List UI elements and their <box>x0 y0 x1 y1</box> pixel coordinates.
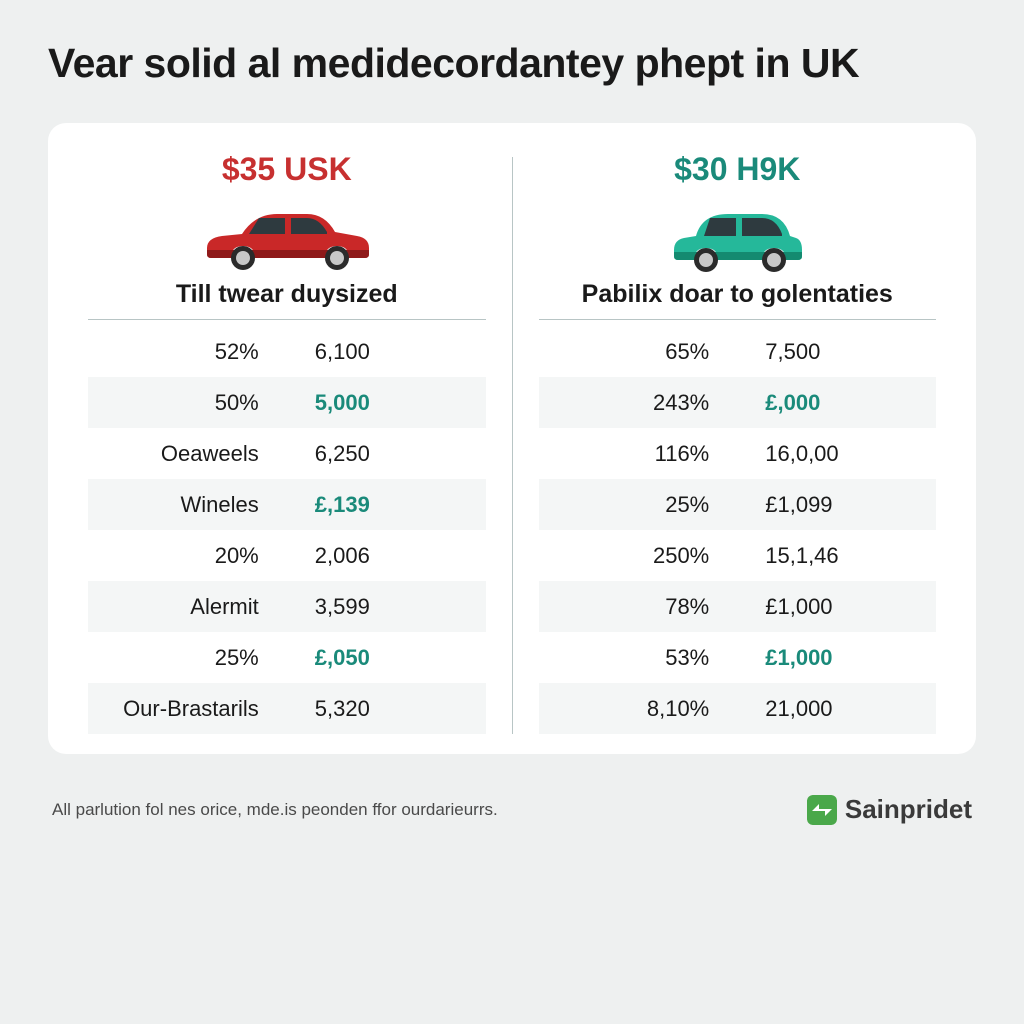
table-row: Our-Brastarils5,320 <box>88 683 486 734</box>
table-row: Wineles£,139 <box>88 479 486 530</box>
table-row: Alermit3,599 <box>88 581 486 632</box>
table-cell: 5,320 <box>287 696 486 722</box>
table-cell: 6,100 <box>287 339 486 365</box>
table-cell: 3,599 <box>287 594 486 620</box>
table-cell: 21,000 <box>737 696 936 722</box>
car-icon-teal <box>662 194 812 272</box>
table-cell: £1,099 <box>737 492 936 518</box>
right-price: $30 H9K <box>674 151 800 188</box>
table-row: 20%2,006 <box>88 530 486 581</box>
brand-name: Sainpridet <box>845 794 972 825</box>
table-cell: 5,000 <box>287 390 486 416</box>
right-subtitle: Pabilix doar to golentaties <box>582 280 893 309</box>
table-row: 52%6,100 <box>88 326 486 377</box>
table-cell: 52% <box>88 339 287 365</box>
left-hr <box>88 319 486 320</box>
table-cell: 50% <box>88 390 287 416</box>
table-cell: 116% <box>539 441 738 467</box>
table-cell: £,050 <box>287 645 486 671</box>
table-row: 65%7,500 <box>539 326 937 377</box>
table-cell: 15,1,46 <box>737 543 936 569</box>
table-cell: 20% <box>88 543 287 569</box>
table-cell: Our-Brastarils <box>88 696 287 722</box>
left-panel: $35 USK Till twear duysized 52%6,10050%5… <box>88 151 512 734</box>
table-row: 8,10%21,000 <box>539 683 937 734</box>
table-row: 53%£1,000 <box>539 632 937 683</box>
table-cell: £1,000 <box>737 645 936 671</box>
right-panel: $30 H9K Pabilix doar to golentaties 65%7… <box>513 151 937 734</box>
table-cell: £,000 <box>737 390 936 416</box>
left-table: 52%6,10050%5,000Oeaweels6,250Wineles£,13… <box>88 326 486 734</box>
table-cell: £,139 <box>287 492 486 518</box>
table-row: 25%£,050 <box>88 632 486 683</box>
table-row: 78%£1,000 <box>539 581 937 632</box>
table-cell: Oeaweels <box>88 441 287 467</box>
footer-text: All parlution fol nes orice, mde.is peon… <box>52 800 498 820</box>
left-subtitle: Till twear duysized <box>176 280 398 309</box>
left-price: $35 USK <box>222 151 352 188</box>
table-cell: 243% <box>539 390 738 416</box>
table-cell: 250% <box>539 543 738 569</box>
page-title: Vear solid al medidecordantey phept in U… <box>48 40 976 87</box>
table-cell: Wineles <box>88 492 287 518</box>
table-row: 50%5,000 <box>88 377 486 428</box>
table-cell: 8,10% <box>539 696 738 722</box>
table-cell: 25% <box>539 492 738 518</box>
table-cell: 25% <box>88 645 287 671</box>
right-table: 65%7,500243%£,000116%16,0,0025%£1,099250… <box>539 326 937 734</box>
table-cell: 2,006 <box>287 543 486 569</box>
table-cell: 65% <box>539 339 738 365</box>
right-hr <box>539 319 937 320</box>
brand-logo-icon <box>807 795 837 825</box>
comparison-card: $35 USK Till twear duysized 52%6,10050%5… <box>48 123 976 754</box>
table-cell: 6,250 <box>287 441 486 467</box>
table-cell: 78% <box>539 594 738 620</box>
table-cell: 7,500 <box>737 339 936 365</box>
brand: Sainpridet <box>807 794 972 825</box>
table-row: 116%16,0,00 <box>539 428 937 479</box>
table-row: 25%£1,099 <box>539 479 937 530</box>
table-cell: £1,000 <box>737 594 936 620</box>
table-cell: 16,0,00 <box>737 441 936 467</box>
car-icon-red <box>197 194 377 272</box>
footer: All parlution fol nes orice, mde.is peon… <box>48 794 976 825</box>
table-row: Oeaweels6,250 <box>88 428 486 479</box>
table-cell: 53% <box>539 645 738 671</box>
table-row: 243%£,000 <box>539 377 937 428</box>
table-cell: Alermit <box>88 594 287 620</box>
table-row: 250%15,1,46 <box>539 530 937 581</box>
